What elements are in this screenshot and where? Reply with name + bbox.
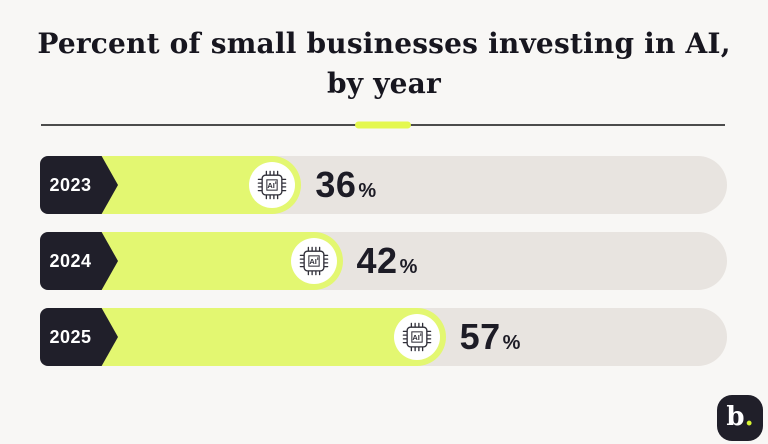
year-label-2025: 2025 xyxy=(40,308,118,366)
ai-chip-icon: AI xyxy=(249,162,296,208)
divider-accent xyxy=(355,121,411,129)
value-label-2023: 36 % xyxy=(315,164,376,206)
year-text: 2024 xyxy=(49,250,92,271)
value-label-2025: 57 % xyxy=(460,316,521,358)
bar-row-2024: AI 2024 42 % xyxy=(40,232,727,290)
svg-text:AI: AI xyxy=(412,333,420,342)
year-text: 2023 xyxy=(49,174,92,195)
value-unit: % xyxy=(502,332,521,354)
chart-title: Percent of small businesses investing in… xyxy=(0,24,768,104)
brand-logo-dot: . xyxy=(744,402,754,432)
year-label-2023: 2023 xyxy=(40,156,118,214)
ai-chip-icon: AI xyxy=(290,238,337,284)
brand-logo: b. xyxy=(717,395,763,441)
chart-title-line1: Percent of small businesses investing in… xyxy=(37,27,731,60)
year-text: 2025 xyxy=(49,326,92,347)
ai-chip-icon: AI xyxy=(393,314,440,360)
svg-text:AI: AI xyxy=(309,257,317,266)
brand-logo-letter: b xyxy=(726,402,745,432)
value-label-2024: 42 % xyxy=(357,240,418,282)
svg-text:AI: AI xyxy=(268,181,276,190)
value-number: 36 xyxy=(315,164,357,205)
title-divider xyxy=(41,121,725,129)
bar-row-2023: AI 2023 36 % xyxy=(40,156,727,214)
chart-title-line2: by year xyxy=(327,67,441,100)
year-label-2024: 2024 xyxy=(40,232,118,290)
bar-chart: AI 2023 36 % xyxy=(40,156,727,384)
value-unit: % xyxy=(399,256,418,278)
bar-row-2025: AI 2025 57 % xyxy=(40,308,727,366)
value-number: 42 xyxy=(356,240,398,281)
value-number: 57 xyxy=(459,316,501,357)
value-unit: % xyxy=(358,180,377,202)
